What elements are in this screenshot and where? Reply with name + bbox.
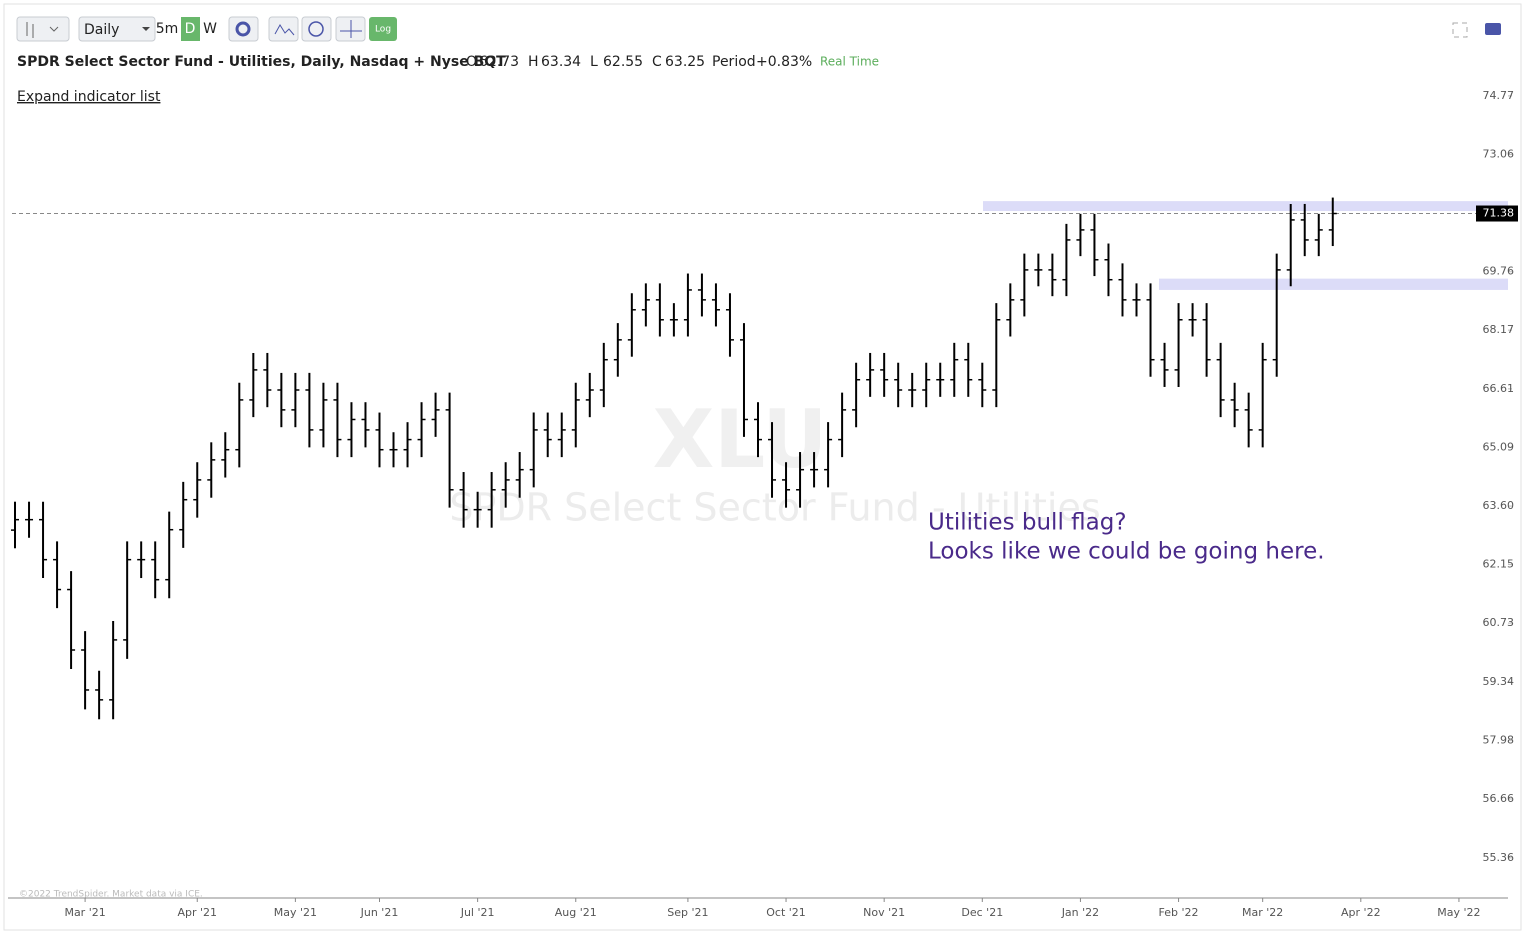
replay-icon — [308, 21, 324, 37]
x-tick-label: Sep '21 — [667, 906, 708, 919]
y-tick-label: 57.98 — [1483, 734, 1515, 747]
ohlc-key: O — [466, 54, 477, 70]
x-tick-label: Apr '22 — [1341, 906, 1381, 919]
ohlc-key: C — [652, 54, 662, 70]
log-button[interactable]: Log — [375, 25, 391, 35]
y-tick-label: 63.60 — [1483, 499, 1515, 512]
button-d-bg — [181, 17, 200, 41]
interval-select[interactable] — [78, 16, 156, 42]
x-tick-label: Jun '21 — [360, 906, 399, 919]
y-tick-label: 73.06 — [1483, 148, 1515, 161]
price-zone — [1159, 278, 1508, 290]
last-price-label: 71.38 — [1483, 207, 1515, 220]
button-w[interactable]: W — [203, 21, 217, 37]
ohlc-value: 63.25 — [665, 54, 705, 70]
period-label: Period — [712, 54, 756, 70]
watermark: XLU — [653, 393, 828, 486]
y-tick-label: 60.73 — [1483, 616, 1515, 629]
ohlc-value: 63.34 — [541, 54, 581, 70]
button-d[interactable]: D — [185, 21, 196, 37]
last-price-box — [1476, 205, 1518, 222]
frame — [3, 3, 1522, 931]
ohlc-value: 62.73 — [479, 54, 519, 70]
draw-icon — [340, 20, 362, 38]
y-tick-label: 56.66 — [1483, 792, 1515, 805]
x-tick-label: May '21 — [274, 906, 317, 919]
x-tick-label: May '22 — [1437, 906, 1480, 919]
settings-icon — [235, 21, 251, 37]
symbol-title: SPDR Select Sector Fund - Utilities, Dai… — [17, 54, 506, 70]
indicator-button[interactable] — [268, 16, 299, 42]
expand-indicators[interactable]: Expand indicator list — [17, 89, 161, 105]
x-tick-label: Nov '21 — [863, 906, 905, 919]
x-tick-label: Feb '22 — [1159, 906, 1199, 919]
snapshot-button[interactable] — [1485, 23, 1501, 35]
y-tick-label: 65.09 — [1483, 440, 1515, 453]
credit: ©2022 TrendSpider. Market data via ICE. — [19, 890, 203, 900]
x-tick-label: Jul '21 — [460, 906, 495, 919]
annotation-line: Utilities bull flag? — [928, 510, 1127, 536]
replay-button[interactable] — [301, 16, 332, 42]
x-tick-label: Jan '22 — [1061, 906, 1099, 919]
status: Real Time — [820, 55, 879, 69]
y-tick-label: 62.15 — [1483, 558, 1515, 571]
price-zone — [983, 201, 1508, 212]
button-5m[interactable]: 5m — [156, 21, 179, 37]
chart-type-button[interactable] — [16, 16, 70, 42]
watermark-subtitle: SPDR Select Sector Fund - Utilities — [449, 486, 1100, 530]
annotation-line: Looks like we could be going here. — [928, 539, 1325, 565]
ohlc-header: O 62.73 H 63.34 L 62.55 C 63.25 Period +0.83% Real… — [466, 54, 879, 70]
dropdown-icon — [142, 27, 150, 31]
x-tick-label: Mar '21 — [64, 906, 105, 919]
y-tick-label: 55.36 — [1483, 851, 1515, 864]
y-tick-label: 68.17 — [1483, 323, 1515, 336]
x-tick-label: Mar '22 — [1242, 906, 1283, 919]
ohlc-value: 62.55 — [603, 54, 643, 70]
y-tick-label: 69.76 — [1483, 265, 1515, 278]
interval-text: Daily — [84, 22, 119, 38]
x-tick-label: Aug '21 — [555, 906, 597, 919]
y-tick-label: 74.77 — [1483, 89, 1515, 102]
settings-button[interactable] — [228, 16, 259, 42]
fullscreen-button[interactable] — [1452, 22, 1468, 38]
y-tick-label: 59.34 — [1483, 675, 1515, 688]
x-tick-label: Apr '21 — [177, 906, 217, 919]
chart-type-icon — [26, 22, 59, 38]
period-value: +0.83% — [756, 54, 812, 70]
indicator-icon — [274, 24, 295, 36]
x-tick-label: Oct '21 — [766, 906, 806, 919]
y-tick-label: 66.61 — [1483, 382, 1515, 395]
log-button-bg — [369, 17, 397, 41]
x-tick-label: Dec '21 — [961, 906, 1003, 919]
plot: 55.36 56.66 57.98 59.34 60.73 62.15 63.60 65.09… — [11, 89, 1518, 919]
ohlc-key: L — [590, 54, 598, 70]
ohlc-key: H — [528, 54, 539, 70]
